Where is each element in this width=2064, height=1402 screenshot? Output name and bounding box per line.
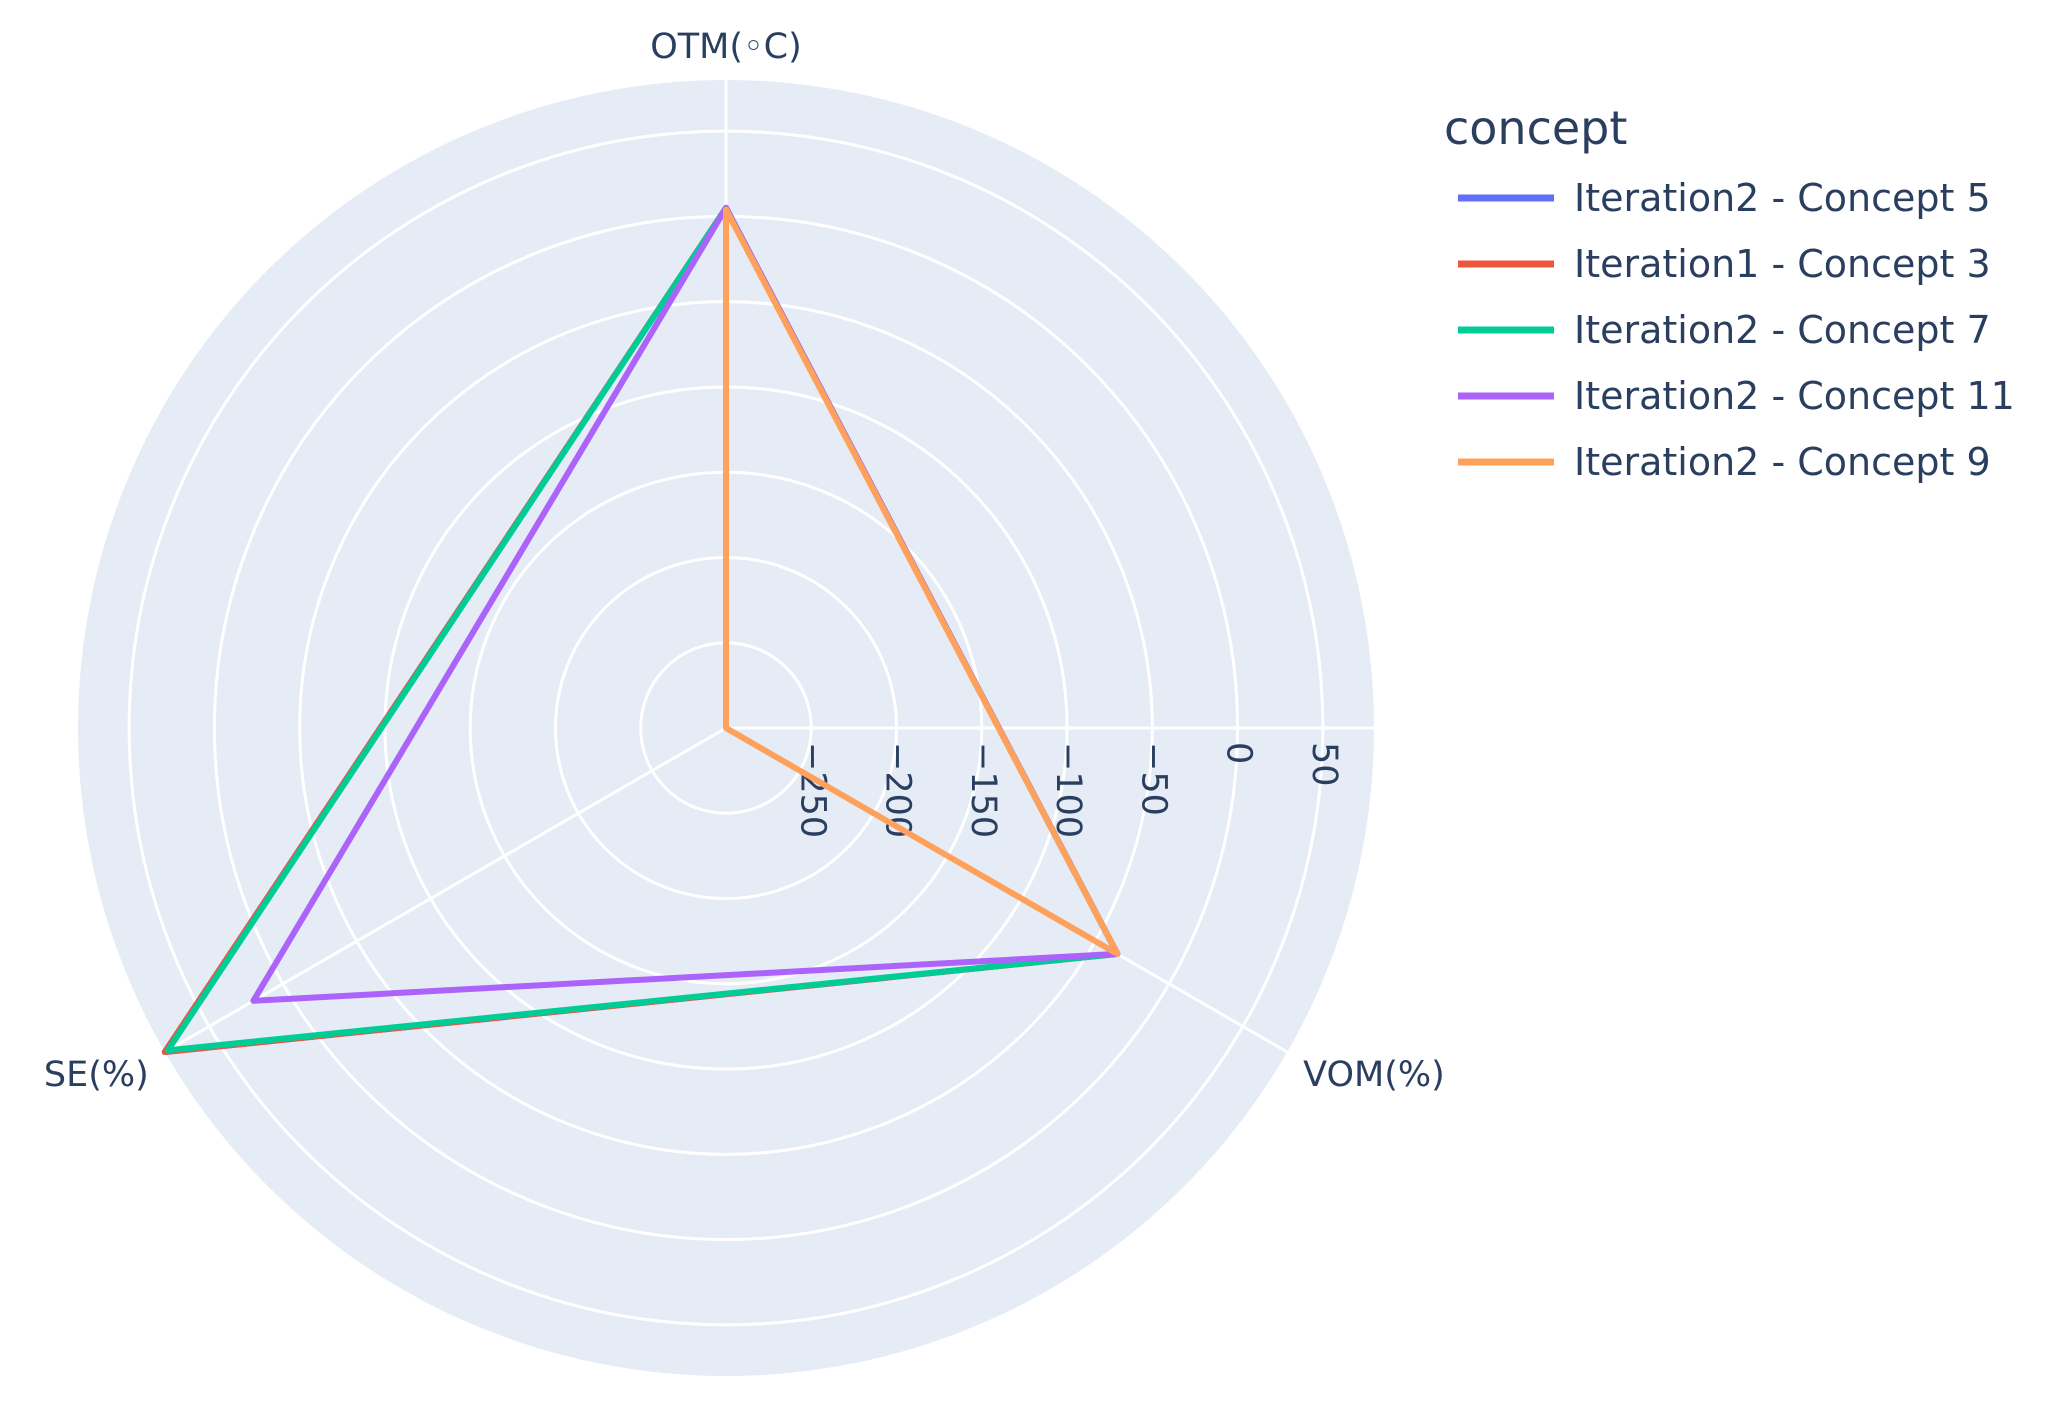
legend-label: Iteration1 - Concept 3	[1574, 242, 1991, 286]
angular-axis-label: OTM(◦C)	[650, 27, 802, 67]
radial-tick-label: 50	[1304, 742, 1344, 787]
radial-tick-label: −50	[1133, 742, 1173, 816]
legend-label: Iteration2 - Concept 9	[1574, 440, 1991, 484]
radial-tick-label: −250	[792, 742, 832, 838]
legend-label: Iteration2 - Concept 5	[1574, 176, 1991, 220]
series-line[interactable]	[723, 206, 1121, 957]
legend-label: Iteration2 - Concept 7	[1574, 308, 1991, 352]
legend-items[interactable]: Iteration2 - Concept 5 Iteration1 - Conce…	[1458, 176, 2015, 484]
legend-label: Iteration2 - Concept 11	[1574, 374, 2015, 418]
legend-item[interactable]: Iteration2 - Concept 7	[1458, 308, 1991, 352]
legend-item[interactable]: Iteration1 - Concept 3	[1458, 242, 1991, 286]
series-traces	[161, 204, 1121, 1055]
radial-tick-label: −100	[1048, 742, 1088, 838]
legend-title: concept	[1444, 101, 1627, 155]
radial-tick-label: 0	[1219, 742, 1259, 764]
angular-axis-label: VOM(%)	[1303, 1055, 1445, 1095]
angular-axis-label: SE(%)	[44, 1055, 149, 1095]
radial-tick-labels: −250 −200 −150 −100 −50 0 50	[792, 742, 1344, 838]
legend-item[interactable]: Iteration2 - Concept 9	[1458, 440, 1991, 484]
legend[interactable]: concept Iteration2 - Concept 5 Iteration1…	[1444, 101, 2015, 484]
legend-item[interactable]: Iteration2 - Concept 11	[1458, 374, 2015, 418]
legend-item[interactable]: Iteration2 - Concept 5	[1458, 176, 1991, 220]
angular-axis-labels: OTM(◦C) VOM(%) SE(%)	[44, 27, 1445, 1095]
radial-tick-label: −150	[963, 742, 1003, 838]
